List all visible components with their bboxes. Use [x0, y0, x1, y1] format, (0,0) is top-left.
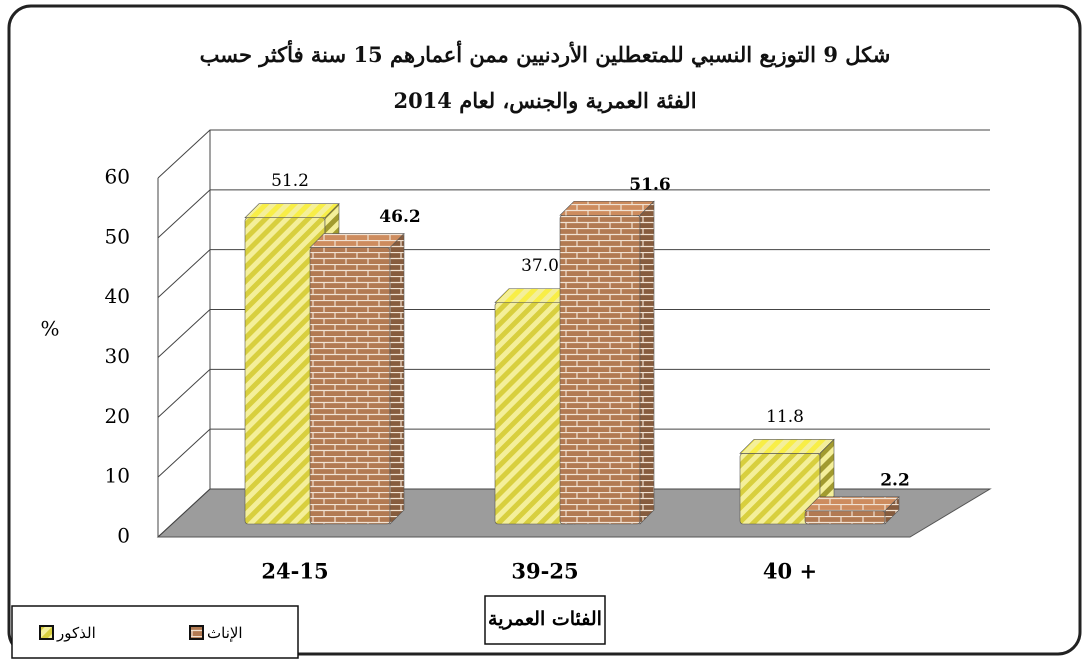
bar-top: [244, 203, 340, 218]
legend-label: الذكور: [56, 624, 96, 642]
y-tick-label: 30: [105, 344, 130, 368]
legend-box: [11, 605, 299, 659]
y-tick-label: 50: [105, 224, 130, 248]
legend-swatch: [189, 625, 204, 640]
y-tick-label: 10: [105, 464, 130, 488]
x-axis-label: الفئات العمرية: [488, 608, 602, 630]
grid-line: [157, 428, 990, 478]
y-tick-label: 60: [105, 165, 130, 189]
bar-top: [804, 496, 900, 512]
x-label-box: [484, 595, 606, 645]
grid-line: [157, 249, 990, 299]
bar-side: [884, 496, 900, 525]
bar-group: [559, 200, 655, 525]
y-axis-label: %: [40, 317, 59, 341]
grid-line: [157, 368, 990, 418]
y-tick-label: 0: [117, 524, 130, 548]
grid-line: [157, 309, 990, 358]
value-label: 37.0: [521, 256, 559, 276]
value-label: 2.2: [880, 470, 910, 490]
bar: [559, 214, 641, 525]
grid-line: [157, 189, 990, 239]
x-tick-label: 24-15: [261, 559, 328, 584]
value-label: 51.6: [629, 175, 670, 195]
chart-title: شكل 9 التوزيع النسبي للمتعطلين الأردنيين…: [199, 42, 891, 113]
bar-group: [804, 496, 900, 525]
value-label: 46.2: [379, 207, 420, 227]
bar-top: [559, 200, 655, 216]
bar-side: [389, 232, 405, 525]
bar-side: [639, 200, 655, 525]
grid-line: [157, 129, 990, 179]
x-tick-label: 39-25: [511, 559, 578, 584]
bar-top: [309, 233, 405, 248]
bar-top: [739, 439, 835, 454]
grid-line: [157, 488, 990, 538]
y-tick-label: 40: [105, 284, 130, 308]
legend-swatch: [39, 625, 54, 640]
bar: [309, 247, 391, 525]
x-tick-label: 40 +: [763, 559, 817, 584]
legend-label: الإناث: [207, 624, 243, 642]
y-tick-label: 20: [105, 404, 130, 428]
bar: [804, 510, 886, 525]
value-label: 51.2: [271, 171, 309, 191]
bar-group: [309, 232, 405, 525]
value-label: 11.8: [766, 407, 804, 427]
